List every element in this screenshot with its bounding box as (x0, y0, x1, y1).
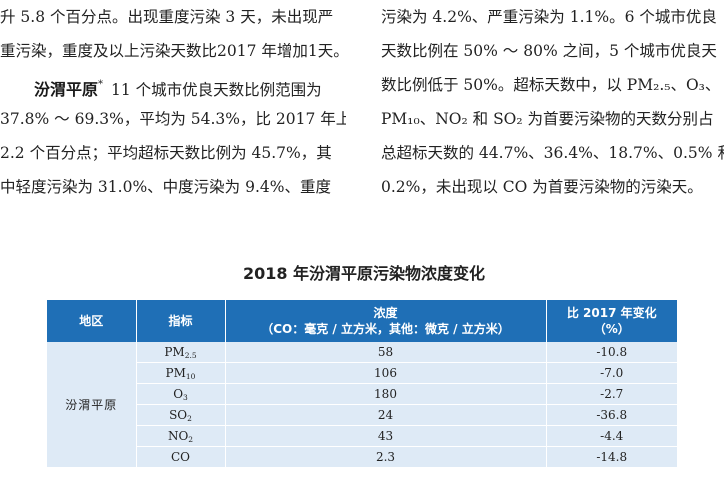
concentration-cell: 58 (225, 342, 547, 363)
indicator-cell: O3 (136, 383, 226, 405)
table-body: 汾渭平原 PM2.5 58 -10.8 PM10 106 -7.0 O3 180… (47, 342, 677, 468)
paragraph-line: PM₁₀、NO₂ 和 SO₂ 为首要污染物的天数分别占 (381, 110, 714, 128)
header-concentration-unit: （CO：毫克 / 立方米，其他：微克 / 立方米） (261, 322, 510, 336)
paragraph-line: 0.2%，未出现以 CO 为首要污染物的污染天。 (381, 178, 703, 196)
paragraph-line: 中轻度污染为 31.0%、中度污染为 9.4%、重度 (0, 178, 331, 196)
footnote-mark: * (98, 79, 104, 90)
table-row: PM10 106 -7.0 (47, 362, 677, 384)
left-text-column: 升 5.8 个百分点。出现重度污染 3 天，未出现严 重污染，重度及以上污染天数… (0, 0, 346, 204)
table-row: 汾渭平原 PM2.5 58 -10.8 (47, 342, 677, 468)
region-cell: 汾渭平原 (47, 342, 137, 468)
header-change: 比 2017 年变化 （%） (546, 300, 677, 342)
table-row: NO2 43 -4.4 (47, 425, 677, 447)
indicator-cell: PM10 (136, 362, 226, 384)
change-cell: -10.8 (546, 342, 677, 363)
table-header-row: 地区 指标 浓度 （CO：毫克 / 立方米，其他：微克 / 立方米） 比 201… (47, 300, 677, 342)
change-cell: -4.4 (546, 425, 677, 447)
table-title: 2018 年汾渭平原污染物浓度变化 (242, 264, 486, 283)
header-concentration: 浓度 （CO：毫克 / 立方米，其他：微克 / 立方米） (225, 300, 547, 342)
paragraph-line: 汾渭平原* 11 个城市优良天数比例范围为 (0, 68, 346, 102)
indicator-cell: NO2 (136, 425, 226, 447)
paragraph-line: 2.2 个百分点；平均超标天数比例为 45.7%，其 (0, 144, 332, 162)
concentration-cell: 2.3 (225, 446, 547, 468)
paragraph-line: 数比例低于 50%。超标天数中，以 PM₂.₅、O₃、 (381, 76, 721, 94)
indicator-cell: CO (136, 446, 226, 468)
region-heading: 汾渭平原 (34, 80, 99, 99)
paragraph-line: 升 5.8 个百分点。出现重度污染 3 天，未出现严 (0, 8, 334, 26)
change-cell: -7.0 (546, 362, 677, 384)
paragraph-line: 天数比例在 50% ～ 80% 之间，5 个城市优良天 (381, 42, 717, 60)
concentration-cell: 24 (225, 404, 547, 426)
paragraph-line: 37.8% ～ 69.3%，平均为 54.3%，比 2017 年上升 (0, 110, 346, 128)
table-row: O3 180 -2.7 (47, 383, 677, 405)
paragraph-line: 污染为 4.2%、严重污染为 1.1%。6 个城市优良 (381, 8, 717, 26)
pollutant-table: 地区 指标 浓度 （CO：毫克 / 立方米，其他：微克 / 立方米） 比 201… (47, 300, 677, 468)
indicator-cell: SO2 (136, 404, 226, 426)
change-cell: -2.7 (546, 383, 677, 405)
header-change-unit: （%） (593, 322, 630, 336)
concentration-cell: 43 (225, 425, 547, 447)
right-text-column: 污染为 4.2%、严重污染为 1.1%。6 个城市优良 天数比例在 50% ～ … (381, 0, 724, 204)
indicator-cell: PM2.5 (136, 342, 226, 363)
change-cell: -14.8 (546, 446, 677, 468)
header-region: 地区 (47, 300, 137, 342)
table-row: SO2 24 -36.8 (47, 404, 677, 426)
concentration-cell: 106 (225, 362, 547, 384)
header-indicator: 指标 (136, 300, 226, 342)
paragraph-line: 总超标天数的 44.7%、36.4%、18.7%、0.5% 和 (381, 144, 724, 162)
header-concentration-title: 浓度 (373, 306, 398, 320)
table-row: CO 2.3 -14.8 (47, 446, 677, 468)
paragraph-text: 11 个城市优良天数比例范围为 (111, 81, 322, 99)
concentration-cell: 180 (225, 383, 547, 405)
paragraph-line: 重污染，重度及以上污染天数比2017 年增加1天。 (0, 42, 346, 60)
header-change-title: 比 2017 年变化 (566, 306, 657, 320)
change-cell: -36.8 (546, 404, 677, 426)
